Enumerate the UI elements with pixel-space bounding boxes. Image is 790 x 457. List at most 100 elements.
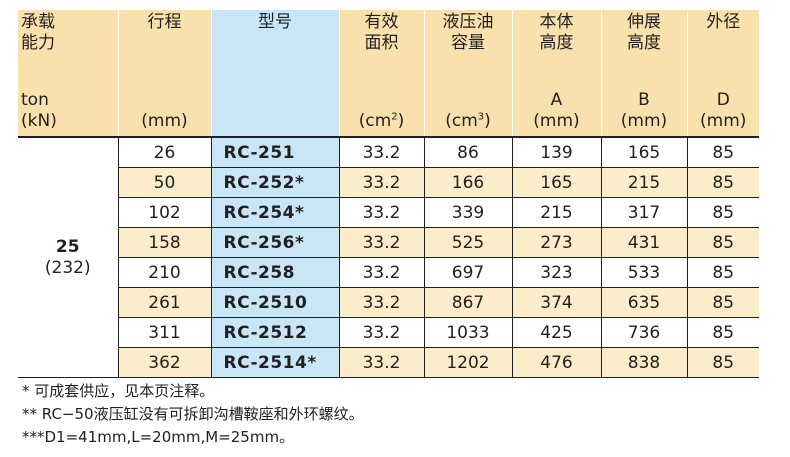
table-row: 362 RC-2514* 33.2 1202 476 838 85 (18, 347, 759, 378)
header-ext-height-letter: B (638, 90, 650, 110)
header-ext-height: 伸展 高度 B (mm) (600, 10, 687, 137)
model-cell: RC-2510 (210, 287, 339, 318)
body-height-cell: 476 (511, 347, 601, 378)
stroke-cell: 26 (117, 136, 211, 168)
stroke-cell: 261 (117, 287, 211, 318)
oil-cell: 86 (423, 136, 512, 168)
stroke-cell: 102 (117, 197, 211, 228)
header-oil-line1: 液压油 (442, 12, 494, 32)
table-row: 158 RC-256* 33.2 525 273 431 85 (18, 227, 759, 258)
body-height-cell: 139 (511, 136, 601, 168)
footnotes: * 可成套供应，见本页注释。 ** RC−50液压缸没有可拆卸沟槽鞍座和外环螺纹… (22, 380, 364, 449)
spec-table: 承载 能力 ton (kN) 行程 (mm) 型号 有效 面积 (cm2) 液压油 容量… (18, 10, 759, 378)
outer-dia-cell: 85 (686, 287, 759, 318)
table-row: 102 RC-254* 33.2 339 215 317 85 (18, 197, 759, 228)
table-row: 210 RC-258 33.2 697 323 533 85 (18, 257, 759, 288)
header-oil-line2: 容量 (451, 33, 485, 53)
header-model-label: 型号 (258, 12, 292, 32)
model-cell: RC-258 (210, 257, 339, 288)
ext-height-cell: 838 (600, 347, 687, 378)
header-capacity-line2: 能力 (21, 33, 55, 53)
area-cell: 33.2 (338, 197, 424, 228)
header-oil-unit: (cm3) (445, 111, 491, 131)
model-cell: RC-2512 (210, 317, 339, 348)
outer-dia-cell: 85 (686, 317, 759, 348)
ext-height-cell: 533 (600, 257, 687, 288)
ext-height-cell: 165 (600, 136, 687, 168)
footnote-3: ***D1=41mm,L=20mm,M=25mm。 (22, 428, 295, 446)
stroke-cell: 158 (117, 227, 211, 258)
oil-cell: 525 (423, 227, 512, 258)
oil-cell: 867 (423, 287, 512, 318)
oil-cell: 1033 (423, 317, 512, 348)
header-model: 型号 (210, 10, 339, 137)
header-body-height-line1: 本体 (539, 12, 574, 32)
header-area-line2: 面积 (364, 33, 399, 53)
stroke-cell: 50 (117, 167, 211, 198)
header-stroke-label: 行程 (147, 12, 182, 32)
ext-height-cell: 431 (600, 227, 687, 258)
body-height-cell: 165 (511, 167, 601, 198)
header-ext-height-unit: (mm) (620, 111, 668, 131)
ext-height-cell: 736 (600, 317, 687, 348)
outer-dia-cell: 85 (686, 347, 759, 378)
header-outer-dia-letter: D (716, 90, 730, 110)
header-capacity-unit1: ton (21, 90, 49, 110)
capacity-cell: 25 (232) (18, 136, 118, 378)
area-cell: 33.2 (338, 227, 424, 258)
table-row: 261 RC-2510 33.2 867 374 635 85 (18, 287, 759, 318)
body-height-cell: 374 (511, 287, 601, 318)
oil-cell: 339 (423, 197, 512, 228)
header-capacity-unit2: (kN) (21, 111, 57, 131)
body-height-cell: 273 (511, 227, 601, 258)
area-cell: 33.2 (338, 347, 424, 378)
header-stroke: 行程 (mm) (117, 10, 211, 137)
ext-height-cell: 635 (600, 287, 687, 318)
header-ext-height-line1: 伸展 (627, 12, 661, 32)
model-cell: RC-254* (210, 197, 339, 228)
model-cell: RC-252* (210, 167, 339, 198)
area-cell: 33.2 (338, 167, 424, 198)
outer-dia-cell: 85 (686, 167, 759, 198)
header-body-height-unit: (mm) (533, 111, 580, 131)
header-outer-dia-unit: (mm) (700, 111, 747, 131)
header-body-height-letter: A (550, 90, 563, 110)
table-row: 311 RC-2512 33.2 1033 425 736 85 (18, 317, 759, 348)
oil-cell: 1202 (423, 347, 512, 378)
footnote-2: ** RC−50液压缸没有可拆卸沟槽鞍座和外环螺纹。 (22, 405, 364, 423)
footnote-1: * 可成套供应，见本页注释。 (22, 382, 215, 400)
body-height-cell: 215 (511, 197, 601, 228)
header-stroke-unit: (mm) (141, 111, 188, 131)
header-body-height-line2: 高度 (539, 33, 574, 53)
table-row: 50 RC-252* 33.2 166 165 215 85 (18, 167, 759, 198)
stroke-cell: 362 (117, 347, 211, 378)
oil-cell: 697 (423, 257, 512, 288)
header-capacity: 承载 能力 ton (kN) (18, 10, 118, 137)
capacity-ton: 25 (55, 236, 80, 257)
outer-dia-cell: 85 (686, 136, 759, 168)
body-height-cell: 323 (511, 257, 601, 288)
outer-dia-cell: 85 (686, 257, 759, 288)
outer-dia-cell: 85 (686, 227, 759, 258)
model-cell: RC-2514* (210, 347, 339, 378)
ext-height-cell: 317 (600, 197, 687, 228)
outer-dia-cell: 85 (686, 197, 759, 228)
capacity-kn: (232) (44, 257, 91, 278)
header-oil: 液压油 容量 (cm3) (423, 10, 512, 137)
model-cell: RC-251 (210, 136, 339, 168)
stroke-cell: 210 (117, 257, 211, 288)
header-ext-height-line2: 高度 (627, 33, 661, 53)
area-cell: 33.2 (338, 136, 424, 168)
header-outer-dia: 外径 D (mm) (686, 10, 759, 137)
header-body-height: 本体 高度 A (mm) (511, 10, 601, 137)
header-area-line1: 有效 (364, 12, 399, 32)
table-row: 25 (232) 26 RC-251 33.2 86 139 165 85 (18, 136, 759, 378)
area-cell: 33.2 (338, 287, 424, 318)
oil-cell: 166 (423, 167, 512, 198)
stroke-cell: 311 (117, 317, 211, 348)
ext-height-cell: 215 (600, 167, 687, 198)
area-cell: 33.2 (338, 317, 424, 348)
header-area: 有效 面积 (cm2) (338, 10, 424, 137)
header-row: 承载 能力 ton (kN) 行程 (mm) 型号 有效 面积 (cm2) 液压油 容量… (18, 10, 759, 137)
